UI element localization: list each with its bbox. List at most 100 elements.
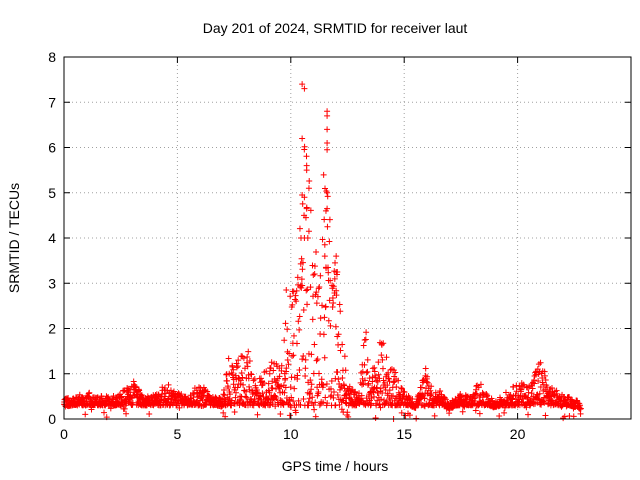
data-point [250, 377, 257, 384]
data-point [324, 400, 331, 407]
data-point [303, 167, 310, 174]
data-point [431, 412, 438, 419]
data-point [307, 284, 314, 291]
data-point [325, 269, 332, 276]
data-point [336, 301, 343, 308]
data-point [290, 352, 297, 359]
data-point [413, 415, 420, 422]
data-point [395, 377, 402, 384]
data-point [378, 396, 385, 403]
data-point [458, 393, 465, 400]
plot-frame [63, 56, 632, 420]
data-point [544, 384, 551, 391]
data-point [316, 402, 323, 409]
data-point [401, 389, 408, 396]
data-point [292, 409, 299, 416]
data-point [477, 381, 484, 388]
data-point [330, 283, 337, 290]
data-point [541, 372, 548, 379]
data-point [384, 382, 391, 389]
data-point [301, 85, 308, 92]
data-point [319, 236, 326, 243]
data-point [266, 389, 273, 396]
data-point [535, 378, 542, 385]
data-point [265, 380, 272, 387]
data-point [334, 391, 341, 398]
data-point [553, 390, 560, 397]
data-point [281, 389, 288, 396]
data-point [346, 383, 353, 390]
data-point [231, 409, 238, 416]
y-tick-label: 7 [48, 94, 56, 110]
data-point [390, 379, 397, 386]
data-point [364, 368, 371, 375]
data-point [269, 385, 276, 392]
data-point [472, 390, 479, 397]
data-point [273, 395, 280, 402]
data-point [316, 370, 323, 377]
y-tick-label: 6 [48, 140, 56, 156]
data-point [375, 359, 382, 366]
data-point [292, 296, 299, 303]
data-point [362, 336, 369, 343]
data-point [233, 389, 240, 396]
data-point [542, 394, 549, 401]
data-point [528, 390, 535, 397]
data-point [295, 318, 302, 325]
data-point [310, 370, 317, 377]
data-point [301, 194, 308, 201]
data-point [472, 407, 479, 414]
data-point [303, 287, 310, 294]
data-point [332, 323, 339, 330]
data-point [242, 393, 249, 400]
y-tick-label: 8 [48, 49, 56, 65]
data-point [376, 375, 383, 382]
data-point [333, 292, 340, 299]
data-point [301, 143, 308, 150]
data-point [392, 369, 399, 376]
data-point [457, 394, 464, 401]
data-point [313, 357, 320, 364]
data-point [341, 353, 348, 360]
data-point [328, 378, 335, 385]
data-point [393, 383, 400, 390]
data-point [305, 185, 312, 192]
data-point [536, 390, 543, 397]
x-tick-label: 10 [283, 426, 299, 442]
data-point [317, 315, 324, 322]
data-point [224, 377, 231, 384]
data-point [225, 385, 232, 392]
data-point [121, 405, 128, 412]
data-point [138, 392, 145, 399]
data-point [86, 389, 93, 396]
data-point [146, 410, 153, 417]
data-point [178, 391, 185, 398]
data-point [398, 385, 405, 392]
data-point [308, 381, 315, 388]
data-point [243, 388, 250, 395]
data-point [311, 341, 318, 348]
y-tick-label: 4 [48, 230, 56, 246]
data-point [288, 394, 295, 401]
data-point [244, 363, 251, 370]
data-point [315, 285, 322, 292]
data-point [371, 364, 378, 371]
data-point [326, 216, 333, 223]
data-point [313, 248, 320, 255]
data-point [535, 395, 542, 402]
data-point [304, 301, 311, 308]
data-point [531, 373, 538, 380]
data-point [294, 372, 301, 379]
data-point [206, 392, 213, 399]
data-point [130, 378, 137, 385]
data-point [334, 369, 341, 376]
data-point [299, 266, 306, 273]
data-point [509, 395, 516, 402]
data-point [365, 380, 372, 387]
data-point [223, 371, 230, 378]
data-point [321, 216, 328, 223]
data-point [276, 383, 283, 390]
data-point [428, 383, 435, 390]
data-point [427, 392, 434, 399]
y-tick-label: 5 [48, 185, 56, 201]
